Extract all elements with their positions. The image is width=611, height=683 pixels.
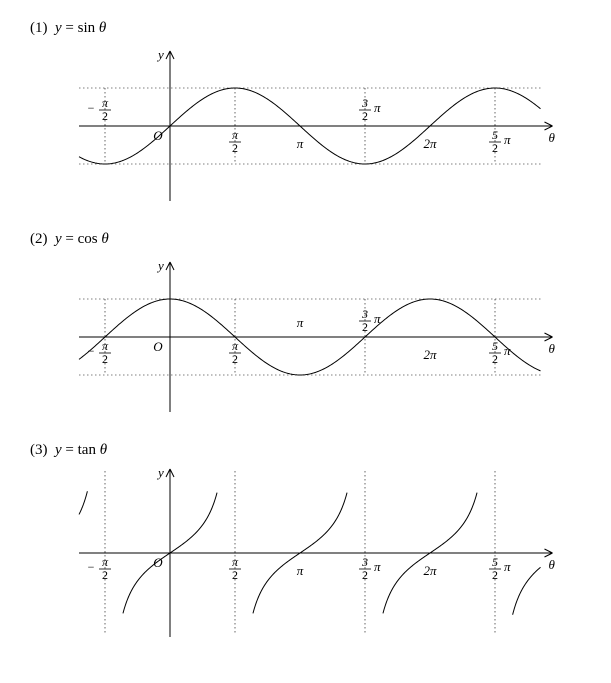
svg-text:π: π — [297, 315, 304, 330]
svg-text:−: − — [88, 560, 95, 574]
svg-text:π: π — [297, 136, 304, 151]
chart-cos: − π 2 π 2 π 3 2 π 2π 5 2 π Oy θ — [20, 252, 591, 422]
svg-text:2: 2 — [232, 141, 238, 155]
svg-text:3: 3 — [361, 307, 368, 321]
svg-text:2: 2 — [492, 352, 498, 366]
label-2-eq: y = cos θ — [55, 231, 109, 247]
svg-text:π: π — [504, 343, 511, 358]
svg-text:2: 2 — [232, 352, 238, 366]
svg-text:O: O — [153, 339, 163, 354]
svg-text:2: 2 — [362, 320, 368, 334]
svg-text:π: π — [102, 96, 109, 110]
svg-text:2π: 2π — [423, 347, 437, 362]
svg-text:π: π — [102, 555, 109, 569]
svg-text:θ: θ — [549, 341, 556, 356]
svg-text:O: O — [153, 128, 163, 143]
panel-tan: (3) y = tan θ − π 2 π 2 π 3 2 π 2π 5 2 π… — [20, 442, 591, 643]
svg-text:2: 2 — [362, 568, 368, 582]
svg-text:O: O — [153, 555, 163, 570]
panel-title-1: (1) y = sin θ — [20, 20, 591, 37]
svg-text:π: π — [232, 555, 239, 569]
svg-text:θ: θ — [549, 557, 556, 572]
svg-text:5: 5 — [492, 339, 498, 353]
svg-text:π: π — [232, 339, 239, 353]
svg-text:y: y — [156, 465, 164, 480]
svg-text:π: π — [504, 132, 511, 147]
svg-text:π: π — [102, 339, 109, 353]
panel-sin: (1) y = sin θ − π 2 π 2 π 3 2 π 2π 5 2 π… — [20, 20, 591, 211]
label-1-num: (1) — [30, 20, 55, 36]
svg-text:2: 2 — [492, 568, 498, 582]
panel-cos: (2) y = cos θ − π 2 π 2 π 3 2 π 2π 5 2 π… — [20, 231, 591, 422]
svg-text:2: 2 — [232, 568, 238, 582]
svg-text:π: π — [504, 559, 511, 574]
svg-text:π: π — [374, 559, 381, 574]
chart-tan: − π 2 π 2 π 3 2 π 2π 5 2 π Oy θ — [20, 463, 591, 643]
svg-text:2: 2 — [102, 109, 108, 123]
panel-title-3: (3) y = tan θ — [20, 442, 591, 459]
label-2-num: (2) — [30, 231, 55, 247]
svg-text:5: 5 — [492, 555, 498, 569]
svg-text:π: π — [374, 311, 381, 326]
svg-text:2π: 2π — [423, 563, 437, 578]
svg-text:−: − — [88, 101, 95, 115]
svg-text:y: y — [156, 47, 164, 62]
svg-text:θ: θ — [549, 130, 556, 145]
svg-text:π: π — [374, 100, 381, 115]
svg-text:2: 2 — [362, 109, 368, 123]
svg-text:y: y — [156, 258, 164, 273]
label-3-eq: y = tan θ — [55, 442, 107, 458]
panel-title-2: (2) y = cos θ — [20, 231, 591, 248]
svg-text:2: 2 — [102, 568, 108, 582]
chart-sin: − π 2 π 2 π 3 2 π 2π 5 2 π Oy θ — [20, 41, 591, 211]
label-3-num: (3) — [30, 442, 55, 458]
svg-text:3: 3 — [361, 555, 368, 569]
label-1-eq: y = sin θ — [55, 20, 106, 36]
svg-text:2: 2 — [492, 141, 498, 155]
svg-text:5: 5 — [492, 128, 498, 142]
svg-text:−: − — [88, 344, 95, 358]
svg-text:2π: 2π — [423, 136, 437, 151]
svg-text:π: π — [297, 563, 304, 578]
svg-text:π: π — [232, 128, 239, 142]
svg-text:2: 2 — [102, 352, 108, 366]
svg-text:3: 3 — [361, 96, 368, 110]
